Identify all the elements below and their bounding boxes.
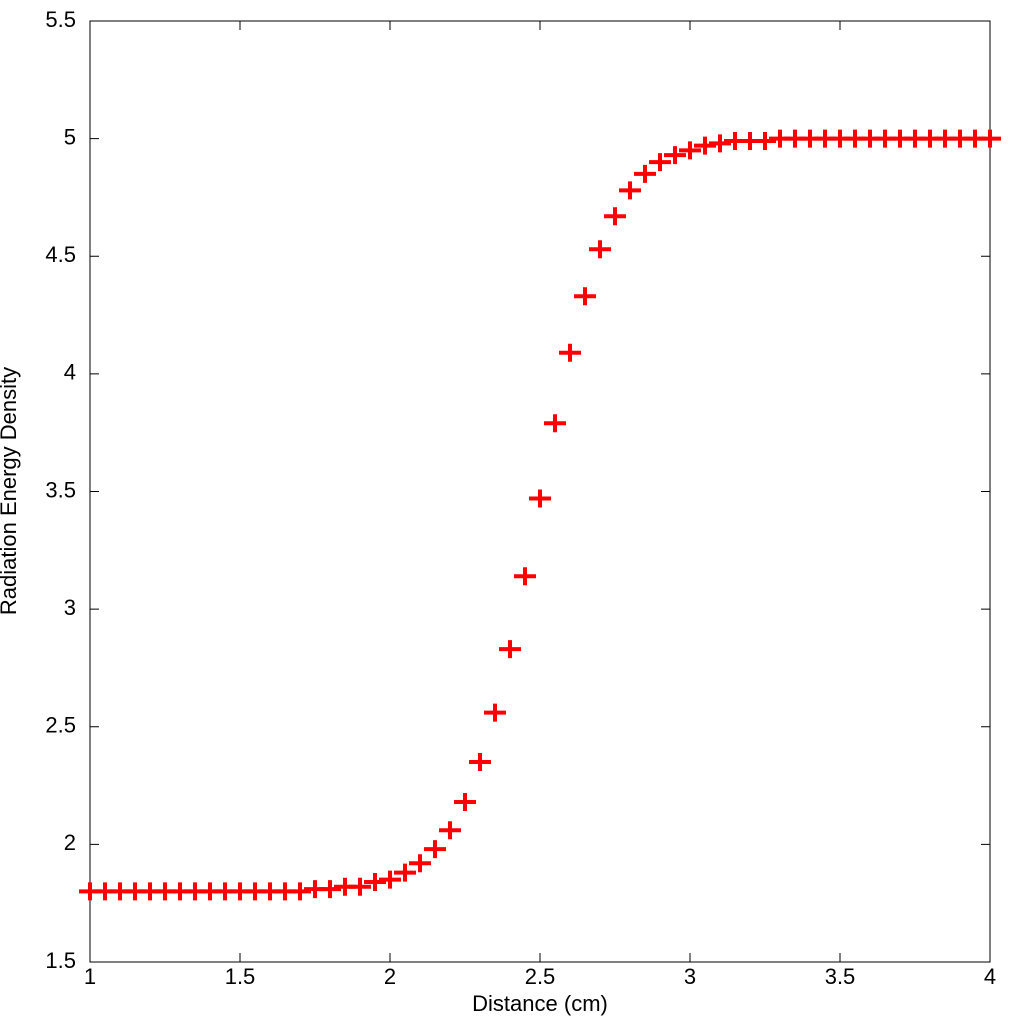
point (979, 129, 1001, 148)
y-tick-label: 3.5 (45, 477, 76, 502)
x-tick-label: 3 (684, 964, 696, 989)
y-tick-label: 5.5 (45, 7, 76, 32)
point (664, 146, 686, 165)
point (529, 489, 551, 508)
x-tick-label: 4 (984, 964, 996, 989)
point (589, 240, 611, 259)
point (634, 164, 656, 183)
point (709, 134, 731, 153)
y-axis-label: Radiation Energy Density (0, 367, 21, 615)
y-tick-label: 5 (64, 124, 76, 149)
point (454, 793, 476, 812)
point (559, 343, 581, 362)
y-tick-label: 4 (64, 360, 76, 385)
y-tick-label: 2.5 (45, 713, 76, 738)
point (394, 863, 416, 882)
x-tick-label: 2.5 (525, 964, 556, 989)
point (439, 821, 461, 840)
point (484, 703, 506, 722)
point (574, 287, 596, 306)
y-tick-label: 2 (64, 830, 76, 855)
point (319, 880, 341, 899)
point (649, 153, 671, 172)
x-tick-label: 3.5 (825, 964, 856, 989)
point (619, 181, 641, 200)
point (424, 840, 446, 859)
point (694, 136, 716, 155)
x-tick-label: 1 (84, 964, 96, 989)
point (544, 414, 566, 433)
x-tick-label: 1.5 (225, 964, 256, 989)
point (364, 873, 386, 892)
point (289, 882, 311, 901)
x-axis-label: Distance (cm) (472, 991, 608, 1016)
y-tick-label: 4.5 (45, 242, 76, 267)
point (499, 640, 521, 659)
point (514, 567, 536, 586)
point (604, 207, 626, 226)
point (409, 854, 431, 873)
point (349, 877, 371, 896)
point (469, 753, 491, 772)
x-tick-label: 2 (384, 964, 396, 989)
y-tick-label: 1.5 (45, 948, 76, 973)
point (379, 870, 401, 889)
point (754, 131, 776, 150)
y-tick-label: 3 (64, 595, 76, 620)
point (679, 141, 701, 160)
